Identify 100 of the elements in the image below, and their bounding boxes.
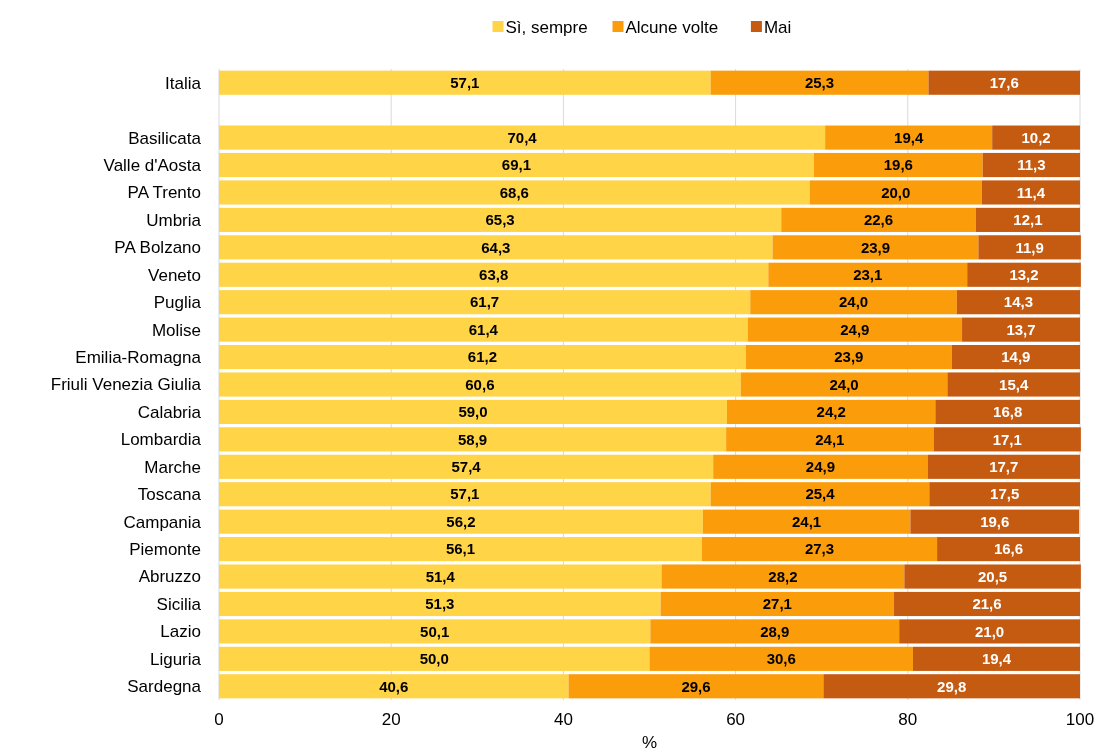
bar (219, 427, 727, 452)
data-label: 17,7 (989, 458, 1019, 476)
data-label: 11,9 (1015, 238, 1044, 256)
data-label: 14,3 (1003, 293, 1034, 311)
bar (992, 125, 1080, 150)
bar (219, 454, 714, 479)
bar (219, 290, 751, 315)
data-label: 13,2 (1009, 266, 1039, 284)
y-tick-label: PA Bolzano (114, 238, 201, 258)
x-tick-label: 60 (726, 710, 746, 729)
bar (967, 262, 1081, 287)
y-tick-label: Molise (151, 320, 201, 340)
bar (726, 399, 936, 425)
y-tick-label: Sardegna (127, 677, 202, 697)
data-label: 61,4 (468, 320, 499, 338)
y-tick-label: PA Trento (127, 183, 201, 203)
bar (978, 235, 1081, 260)
data-label: 29,8 (937, 677, 967, 695)
bar (813, 152, 983, 178)
data-label: 51,3 (425, 595, 455, 613)
data-label: 57,1 (450, 73, 480, 91)
bar (825, 125, 993, 150)
bar (929, 482, 1080, 507)
data-label: 70,4 (507, 128, 538, 146)
bar (927, 454, 1080, 479)
data-label: 17,6 (989, 73, 1019, 91)
data-label: 51,4 (425, 567, 456, 585)
bar (745, 344, 952, 370)
data-label: 23,9 (860, 238, 891, 256)
bar (219, 262, 769, 287)
x-tick-label: 20 (381, 710, 401, 729)
bar (747, 317, 963, 342)
data-label: 24,9 (805, 458, 836, 476)
data-label: 24,0 (838, 293, 869, 311)
bar (951, 344, 1080, 370)
bar (781, 207, 976, 232)
bar (219, 564, 662, 589)
data-label: 19,6 (980, 512, 1010, 530)
y-tick-label: Basilicata (128, 128, 202, 148)
bar (219, 399, 727, 425)
bar (660, 591, 895, 617)
data-label: 65,3 (485, 211, 515, 229)
bar (928, 70, 1080, 95)
y-tick-label: Piemonte (129, 540, 201, 560)
data-label: 25,4 (805, 485, 836, 503)
bar (912, 646, 1080, 671)
y-tick-label: Emilia-Romagna (75, 348, 202, 368)
bar (962, 317, 1080, 342)
data-label: 30,6 (766, 650, 796, 668)
bar (933, 427, 1081, 452)
bar (219, 482, 711, 507)
bar (713, 454, 928, 479)
data-label: 28,2 (768, 567, 798, 585)
data-label: 68,6 (499, 183, 529, 201)
data-label: 24,0 (829, 375, 859, 393)
bar (219, 674, 569, 699)
bar (219, 180, 810, 205)
bar (809, 180, 982, 205)
bar (904, 564, 1081, 589)
data-label: 11,4 (1016, 183, 1046, 201)
data-label: 27,1 (762, 595, 792, 613)
data-label: 11,3 (1017, 156, 1046, 174)
data-label: 16,6 (993, 540, 1024, 558)
y-tick-label: Lazio (160, 622, 201, 642)
data-label: 57,1 (450, 485, 480, 503)
data-label: 20,5 (978, 567, 1008, 585)
y-tick-label: Marche (144, 457, 201, 477)
bar (750, 290, 957, 315)
bar (740, 372, 948, 397)
data-label: 69,1 (501, 156, 532, 174)
data-label: 64,3 (481, 238, 511, 256)
y-tick-label: Lombardia (120, 430, 202, 450)
bar (219, 537, 703, 562)
y-tick-label: Abruzzo (138, 567, 201, 587)
data-label: 57,4 (451, 458, 482, 476)
bar (937, 537, 1080, 562)
data-label: 50,1 (420, 622, 450, 640)
data-label: 28,9 (760, 622, 790, 640)
data-label: 17,5 (990, 485, 1020, 503)
data-label: 63,8 (479, 266, 509, 284)
bar (219, 207, 782, 232)
y-tick-label: Toscana (137, 485, 202, 505)
data-label: 15,4 (999, 375, 1029, 393)
bar (219, 646, 650, 671)
bar (219, 317, 748, 342)
data-label: 50,0 (419, 650, 449, 668)
y-tick-label: Italia (165, 73, 202, 93)
y-tick-label: Umbria (146, 210, 202, 230)
y-tick-label: Sicilia (156, 594, 202, 614)
data-label: 40,6 (379, 677, 409, 695)
data-label: 19,6 (883, 156, 913, 174)
bar (219, 372, 741, 397)
bar (219, 70, 711, 95)
data-label: 22,6 (863, 211, 894, 229)
data-label: 27,3 (804, 540, 835, 558)
bar (710, 70, 929, 95)
data-label: 24,9 (840, 320, 870, 338)
y-tick-label: Liguria (149, 649, 202, 669)
legend-label: Sì, sempre (505, 17, 588, 37)
bar (219, 591, 661, 617)
